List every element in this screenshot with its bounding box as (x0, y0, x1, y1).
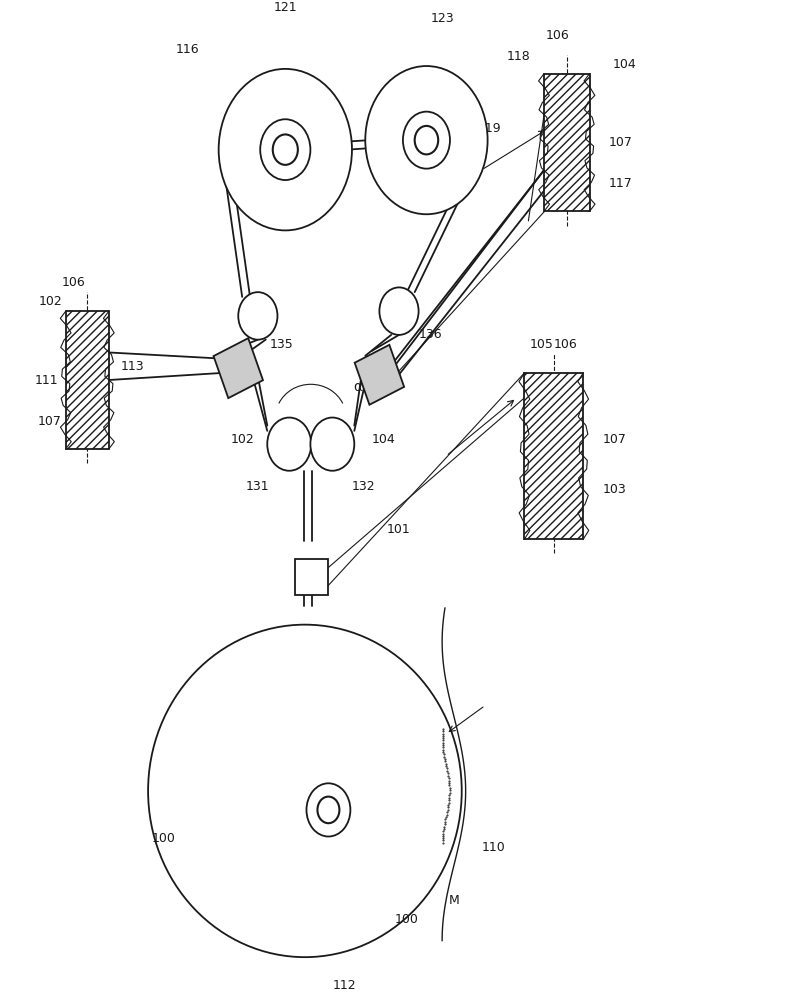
Text: 121: 121 (274, 1, 297, 14)
Text: 106: 106 (554, 338, 578, 351)
Text: 106: 106 (546, 29, 570, 42)
Text: α: α (354, 380, 362, 394)
Bar (294, 559, 328, 595)
Text: 106: 106 (61, 276, 85, 289)
Circle shape (260, 119, 310, 180)
Circle shape (403, 112, 450, 169)
Text: 118: 118 (507, 50, 531, 63)
Text: 123: 123 (430, 12, 454, 25)
Circle shape (267, 418, 311, 471)
Circle shape (310, 418, 354, 471)
Text: 116: 116 (176, 43, 200, 56)
Text: 119: 119 (477, 122, 501, 135)
Text: 135: 135 (270, 338, 293, 351)
Text: 117: 117 (609, 177, 633, 190)
Circle shape (239, 292, 278, 340)
Text: M: M (448, 894, 460, 907)
Text: 102: 102 (231, 433, 254, 446)
Polygon shape (354, 345, 404, 405)
Text: 100: 100 (395, 913, 419, 926)
Text: 113: 113 (120, 360, 144, 373)
Text: 104: 104 (371, 433, 395, 446)
Text: 136: 136 (419, 328, 442, 341)
Circle shape (306, 783, 350, 837)
Bar (544, 74, 590, 211)
Text: 110: 110 (481, 841, 505, 854)
Circle shape (273, 134, 298, 165)
Text: 132: 132 (352, 480, 376, 493)
Circle shape (415, 126, 438, 154)
Text: 107: 107 (602, 433, 626, 446)
Text: 131: 131 (246, 480, 270, 493)
Text: 100: 100 (152, 832, 176, 845)
Circle shape (318, 797, 339, 823)
Circle shape (219, 69, 352, 230)
Bar (524, 373, 583, 539)
Bar (65, 311, 109, 449)
Text: 107: 107 (609, 136, 633, 149)
Text: 101: 101 (387, 523, 411, 536)
Polygon shape (214, 338, 263, 398)
Text: 105: 105 (530, 338, 554, 351)
Text: 104: 104 (613, 58, 637, 71)
Text: 107: 107 (38, 415, 62, 428)
Text: 103: 103 (602, 483, 626, 496)
Circle shape (365, 66, 488, 214)
Text: 111: 111 (34, 374, 58, 387)
Text: 112: 112 (332, 979, 356, 992)
Circle shape (379, 287, 419, 335)
Text: 102: 102 (38, 295, 62, 308)
Ellipse shape (148, 625, 462, 957)
